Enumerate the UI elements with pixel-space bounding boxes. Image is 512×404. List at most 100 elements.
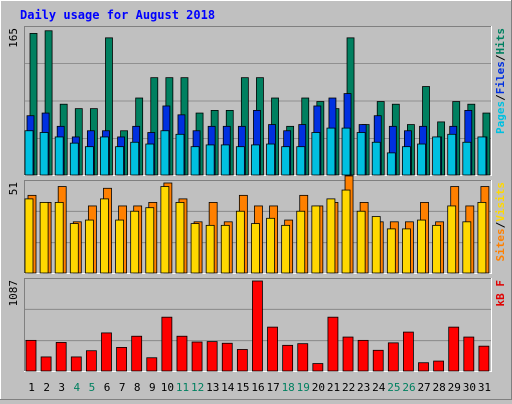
bar-kbytes	[116, 347, 127, 372]
bar-visits	[100, 198, 109, 274]
bar-kbytes	[252, 280, 263, 372]
bar-visits	[281, 224, 291, 274]
bar-visits	[24, 198, 34, 274]
panel-hits: 165 Pages/Files/Hits	[7, 26, 507, 176]
bar-kbytes	[433, 360, 445, 372]
bar-kbytes	[357, 339, 369, 372]
bar-kbytes	[267, 326, 278, 372]
x-tick-label: 10	[161, 381, 174, 394]
x-tick-label: 25	[387, 381, 400, 394]
bar-kbytes	[55, 342, 67, 372]
x-tick-label: 28	[433, 381, 446, 394]
bar-kbytes	[342, 336, 354, 372]
bar-kbytes	[327, 316, 339, 372]
x-tick-label: 11	[176, 381, 189, 394]
y-max-label-kbytes: 1087	[7, 280, 20, 307]
bar-pages	[266, 143, 275, 176]
bar-pages	[386, 152, 396, 176]
x-tick-label: 31	[478, 381, 491, 394]
bar-pages	[54, 136, 64, 176]
x-tick-label: 9	[149, 381, 156, 394]
bar-visits	[220, 224, 230, 274]
bar-visits	[341, 189, 351, 274]
x-tick-label: 23	[357, 381, 370, 394]
bar-visits	[402, 228, 411, 274]
x-tick-label: 29	[448, 381, 461, 394]
legend-item: Visits	[494, 182, 507, 222]
x-tick-label: 19	[297, 381, 310, 394]
bar-pages	[477, 136, 487, 176]
bar-pages	[311, 132, 321, 176]
x-tick-label: 4	[74, 381, 81, 394]
bar-pages	[190, 146, 200, 176]
x-tick-label: 5	[89, 381, 96, 394]
x-axis-day-labels: 1 2 3 4 5 6 7 8 9 10 11 12 13 14 15 16 17 18 19 20 21 22 23 24 2…	[28, 381, 491, 394]
x-tick-label: 24	[372, 381, 386, 394]
bar-pages	[402, 146, 411, 176]
bar-pages	[24, 130, 34, 176]
bar-pages	[175, 133, 185, 176]
bar-pages	[235, 146, 245, 176]
legend-visits: Sites/Visits	[494, 182, 507, 262]
bar-pages	[220, 144, 230, 176]
bar-pages	[84, 146, 94, 176]
bars-hits	[24, 30, 491, 176]
bar-pages	[69, 142, 79, 176]
legend-item: /	[494, 94, 507, 101]
bar-kbytes	[161, 316, 173, 372]
bar-kbytes	[70, 356, 82, 372]
x-tick-label: 8	[134, 381, 141, 394]
bar-kbytes	[403, 331, 414, 372]
bar-pages	[251, 144, 260, 176]
bar-visits	[130, 210, 140, 274]
x-tick-label: 18	[282, 381, 295, 394]
bar-pages	[417, 143, 426, 176]
x-tick-label: 21	[327, 381, 340, 394]
legend-item: Sites	[494, 228, 507, 261]
bar-pages	[39, 132, 49, 176]
x-tick-label: 7	[119, 381, 126, 394]
bar-pages	[432, 136, 442, 176]
y-max-label-visits: 51	[7, 182, 20, 195]
bar-visits	[296, 210, 306, 274]
bar-visits	[84, 219, 94, 274]
x-tick-label: 14	[221, 381, 235, 394]
legend-kbytes: kB F	[494, 280, 507, 307]
bar-pages	[100, 136, 109, 176]
bar-visits	[371, 216, 381, 274]
bar-visits	[311, 205, 321, 274]
bar-kbytes	[25, 339, 37, 372]
bar-kbytes	[372, 349, 384, 372]
legend-hits: Pages/Files/Hits	[494, 28, 507, 134]
bar-visits	[447, 205, 457, 274]
x-tick-label: 1	[28, 381, 35, 394]
legend-item: /	[494, 54, 507, 61]
x-tick-label: 17	[266, 381, 279, 394]
bar-kbytes	[131, 335, 143, 372]
x-tick-label: 2	[43, 381, 50, 394]
bar-kbytes	[418, 362, 429, 372]
x-tick-label: 3	[58, 381, 65, 394]
bar-pages	[130, 141, 140, 176]
bar-kbytes	[297, 343, 309, 372]
chart-title: Daily usage for August 2018	[20, 8, 215, 22]
bar-visits	[417, 219, 426, 274]
bar-visits	[205, 224, 215, 274]
y-max-label-hits: 165	[7, 28, 20, 48]
bar-visits	[69, 223, 79, 274]
bar-visits	[175, 202, 185, 274]
bar-kbytes	[85, 350, 97, 372]
bar-visits	[54, 202, 64, 274]
x-tick-label: 22	[342, 381, 355, 394]
bar-kbytes	[191, 341, 203, 372]
bar-visits	[190, 223, 200, 274]
bar-kbytes	[312, 363, 324, 372]
bar-visits	[356, 210, 366, 274]
x-tick-label: 26	[402, 381, 415, 394]
bar-visits	[160, 186, 170, 274]
bar-kbytes	[236, 349, 248, 372]
x-tick-label: 20	[312, 381, 325, 394]
legend-item: Pages	[494, 101, 507, 134]
